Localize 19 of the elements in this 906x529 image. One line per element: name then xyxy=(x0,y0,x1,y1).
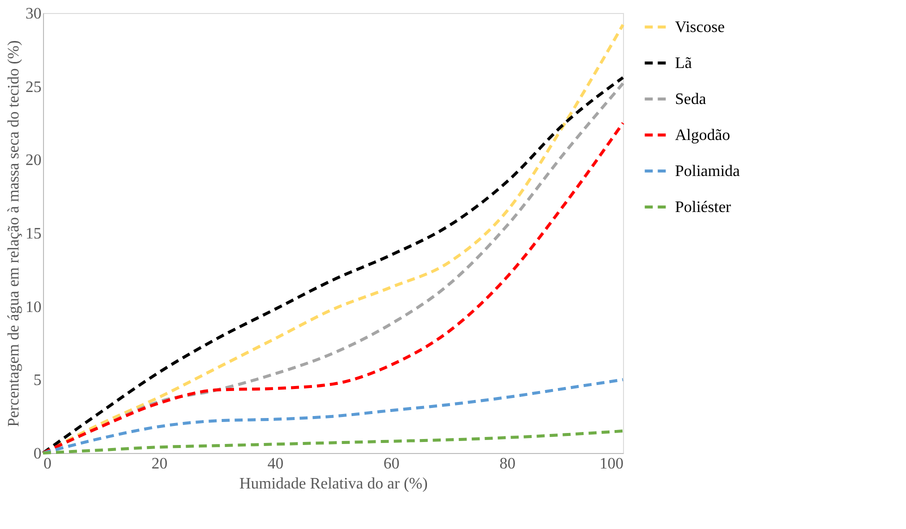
legend-label: Viscose xyxy=(675,19,725,36)
x-tick-label: 40 xyxy=(268,456,284,472)
y-tick-label: 15 xyxy=(26,226,42,242)
x-tick-label: 60 xyxy=(384,456,400,472)
legend-label: Poliéster xyxy=(675,199,732,216)
legend-label: Lã xyxy=(675,55,692,72)
y-tick-label: 10 xyxy=(26,298,42,316)
y-tick-label: 30 xyxy=(26,6,42,22)
legend-label: Algodão xyxy=(675,127,730,144)
legend-label: Poliamida xyxy=(675,163,740,180)
y-axis-title: Percentagem de água em relação à massa seca do tecido (%) xyxy=(6,40,22,427)
y-tick-label: 20 xyxy=(26,152,42,170)
x-tick-label: 20 xyxy=(152,456,168,472)
legend-label: Seda xyxy=(675,91,706,108)
x-axis-title: Humidade Relativa do ar (%) xyxy=(239,476,428,492)
y-tick-label: 25 xyxy=(26,78,42,96)
x-tick-label: 80 xyxy=(500,456,516,472)
y-tick-label: 5 xyxy=(34,372,42,390)
x-tick-label: 100 xyxy=(600,456,624,472)
